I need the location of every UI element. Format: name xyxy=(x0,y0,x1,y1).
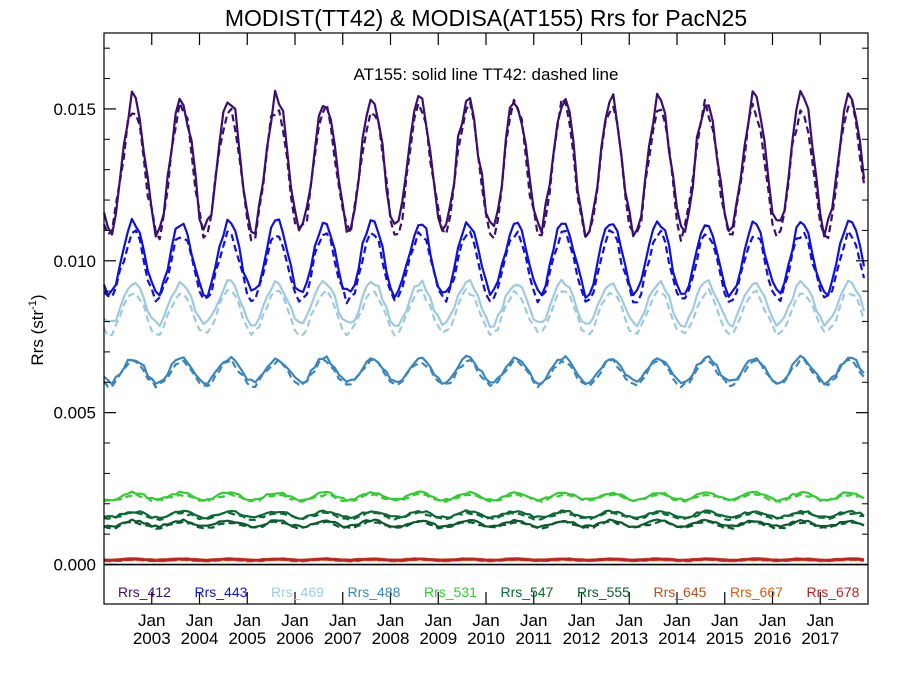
legend-entry-rrs-678: Rrs_678 xyxy=(807,584,860,600)
series-rrs-547-dashed xyxy=(103,510,865,522)
x-tick-label-month: Jan xyxy=(138,611,165,630)
legend-entry-rrs-412: Rrs_412 xyxy=(118,584,171,600)
x-tick-label-year: 2014 xyxy=(658,629,696,648)
series-rrs-555-dashed xyxy=(103,519,865,531)
x-tick-label-year: 2016 xyxy=(754,629,792,648)
x-tick-label-month: Jan xyxy=(616,611,643,630)
legend: Rrs_412 Rrs_443 Rrs_469 Rrs_488 Rrs_531 Rrs_5… xyxy=(118,584,860,600)
x-tick-label-month: Jan xyxy=(329,611,356,630)
y-tick-label: 0.000 xyxy=(53,556,96,575)
series-rrs-469-dashed xyxy=(103,288,866,338)
y-axis-label-main: Rrs (str xyxy=(28,310,47,366)
x-tick-label-year: 2013 xyxy=(610,629,648,648)
x-tick-label-month: Jan xyxy=(186,611,213,630)
legend-entry-rrs-469: Rrs_469 xyxy=(271,584,324,600)
y-tick-label: 0.010 xyxy=(53,252,96,271)
series-group xyxy=(102,89,866,563)
series-rrs-469-solid xyxy=(103,278,866,328)
legend-entry-rrs-555: Rrs_555 xyxy=(577,584,630,600)
legend-entry-rrs-645: Rrs_645 xyxy=(654,584,707,600)
x-tick-label-month: Jan xyxy=(520,611,547,630)
x-tick-label-month: Jan xyxy=(663,611,690,630)
x-tick-label-year: 2005 xyxy=(228,629,266,648)
x-tick-label-year: 2012 xyxy=(563,629,601,648)
x-tick-label-year: 2006 xyxy=(276,629,314,648)
y-axis-label: Rrs (str-1) xyxy=(27,294,47,365)
legend-entry-rrs-547: Rrs_547 xyxy=(501,584,554,600)
y-tick-label: 0.015 xyxy=(53,100,96,119)
x-tick-label-year: 2003 xyxy=(133,629,171,648)
legend-entry-rrs-667: Rrs_667 xyxy=(730,584,783,600)
y-axis-label-exponent: -1 xyxy=(27,300,39,310)
y-axis-label-close: ) xyxy=(28,294,47,300)
series-rrs-443-solid xyxy=(102,217,866,299)
x-tick-label-month: Jan xyxy=(711,611,738,630)
x-tick-label-month: Jan xyxy=(234,611,261,630)
series-rrs-547-solid xyxy=(103,509,865,520)
y-tick-label: 0.005 xyxy=(53,404,96,423)
series-rrs-443-dashed xyxy=(103,229,866,305)
legend-entry-rrs-443: Rrs_443 xyxy=(195,584,248,600)
series-rrs-412-dashed xyxy=(102,97,866,242)
series-rrs-531-solid xyxy=(103,490,865,502)
x-tick-label-year: 2009 xyxy=(419,629,457,648)
line-style-annotation: AT155: solid line TT42: dashed line xyxy=(354,65,619,84)
x-tick-label-year: 2008 xyxy=(372,629,410,648)
legend-entry-rrs-531: Rrs_531 xyxy=(424,584,477,600)
legend-entry-rrs-488: Rrs_488 xyxy=(348,584,401,600)
x-tick-label-month: Jan xyxy=(759,611,786,630)
x-tick-label-year: 2010 xyxy=(467,629,505,648)
chart-title: MODIST(TT42) & MODISA(AT155) Rrs for Pac… xyxy=(225,5,747,31)
x-tick-label-year: 2017 xyxy=(801,629,839,648)
x-tick-label-year: 2004 xyxy=(181,629,219,648)
axes: 0.0000.0050.0100.015Jan2003Jan2004Jan200… xyxy=(53,32,869,648)
x-tick-label-year: 2007 xyxy=(324,629,362,648)
x-tick-label-year: 2011 xyxy=(515,629,552,648)
series-rrs-678-dashed xyxy=(103,557,865,562)
x-tick-label-month: Jan xyxy=(377,611,404,630)
x-tick-label-year: 2015 xyxy=(706,629,744,648)
series-rrs-488-dashed xyxy=(103,358,865,389)
x-tick-label-month: Jan xyxy=(281,611,308,630)
x-tick-label-month: Jan xyxy=(425,611,452,630)
x-tick-label-month: Jan xyxy=(568,611,595,630)
x-tick-label-month: Jan xyxy=(807,611,834,630)
x-tick-label-month: Jan xyxy=(472,611,499,630)
series-rrs-531-dashed xyxy=(103,492,865,503)
